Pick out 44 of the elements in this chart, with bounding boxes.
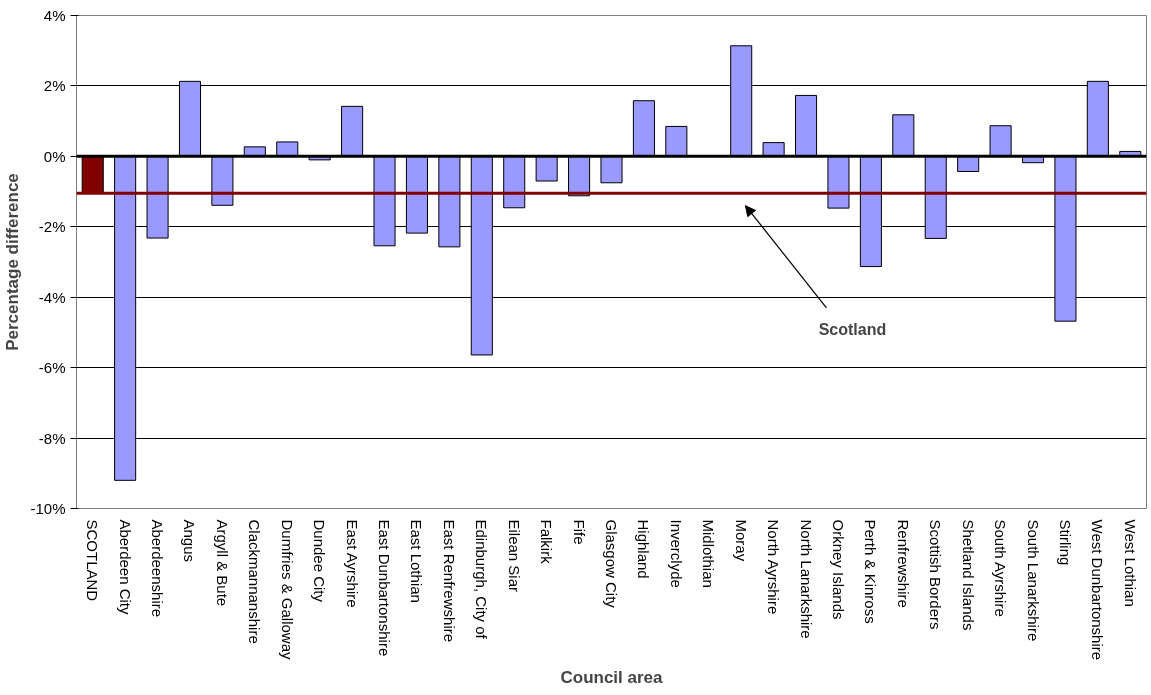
x-tick-label: West Dunbartonshire [1089, 519, 1107, 661]
x-tick-label: Angus [181, 519, 199, 563]
x-tick-label: Argyll & Bute [213, 519, 231, 607]
x-tick-label: Falkirk [538, 519, 556, 565]
x-tick-label: Fife [570, 519, 588, 545]
x-tick-label: Clackmannanshire [246, 519, 264, 644]
x-tick-label: Highland [635, 519, 653, 579]
x-tick-label: Scottish Borders [927, 519, 945, 630]
x-tick-label: Midlothian [700, 519, 718, 588]
x-tick-label: Dumfries & Galloway [278, 519, 296, 661]
x-tick-label: Moray [732, 519, 750, 562]
y-tick-label: -8% [38, 429, 66, 447]
x-tick-label: East Ayrshire [343, 519, 361, 608]
y-tick-label: 2% [43, 77, 66, 95]
x-tick-label: Shetland Islands [959, 519, 977, 631]
x-tick-label: Eilean Siar [505, 519, 523, 593]
x-tick-label: Stirling [1056, 519, 1074, 566]
annotation: Scotland [818, 320, 887, 338]
x-tick-label: South Lanarkshire [1024, 519, 1042, 642]
y-tick-label: -4% [38, 288, 66, 306]
y-tick-label: -2% [38, 218, 66, 236]
y-axis-title: Percentage difference [3, 173, 23, 351]
x-tick-label: South Ayrshire [992, 519, 1010, 617]
x-tick-label: East Lothian [408, 519, 426, 603]
x-tick-label: West Lothian [1121, 519, 1139, 607]
y-tick-label: 0% [43, 147, 66, 165]
x-tick-label: Aberdeen City [116, 519, 134, 616]
x-tick-label: Inverclyde [667, 519, 685, 588]
x-tick-label: North Lanarkshire [797, 519, 815, 639]
x-tick-label: North Ayrshire [765, 519, 783, 615]
x-tick-label: Glasgow City [603, 519, 620, 609]
y-tick-label: -10% [30, 500, 66, 517]
x-axis-title: Council area [560, 668, 664, 688]
x-tick-label: East Renfrewshire [440, 519, 458, 643]
x-tick-label: Aberdeenshire [149, 519, 167, 618]
x-tick-label: Orkney Islands [829, 519, 847, 620]
x-tick-label: Perth & Kinross [862, 519, 880, 624]
y-tick-label: 4% [43, 7, 66, 24]
x-tick-label: East Dunbartonshire [376, 519, 394, 657]
x-tick-label: SCOTLAND [84, 519, 102, 602]
y-tick-label: -6% [38, 359, 66, 377]
x-tick-label: Dundee City [311, 519, 329, 603]
x-tick-label: Edinburgh, City of [473, 519, 491, 640]
x-tick-label: Renfrewshire [894, 519, 912, 608]
